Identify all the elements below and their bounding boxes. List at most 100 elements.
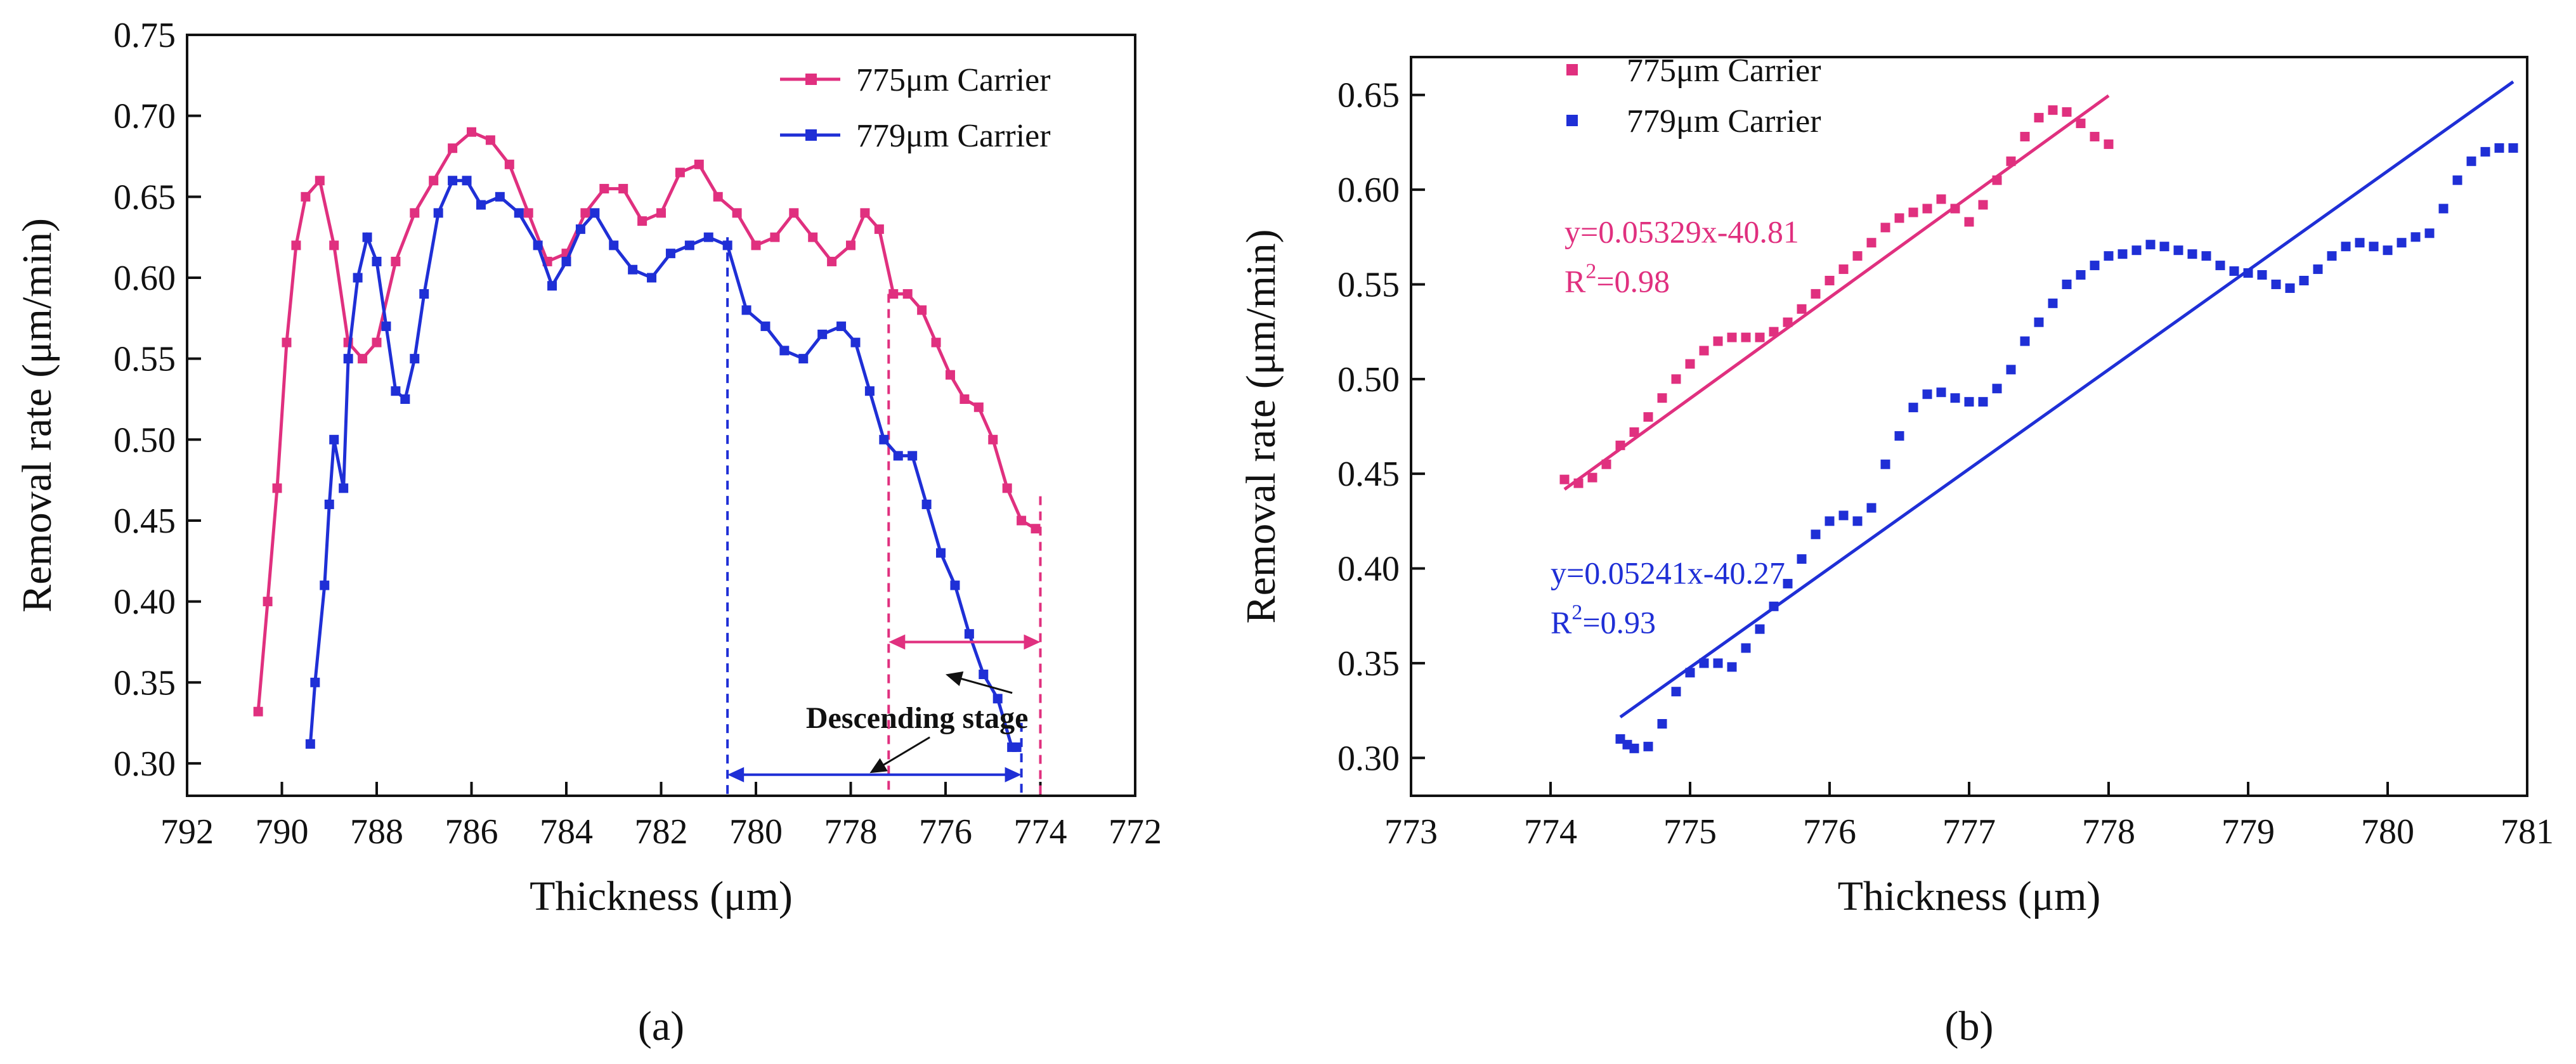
data-point: [1783, 317, 1793, 327]
data-point: [1699, 658, 1709, 668]
data-point: [874, 224, 884, 234]
data-point: [1713, 658, 1723, 668]
data-point: [1657, 718, 1667, 729]
data-point: [320, 580, 330, 590]
data-point: [1573, 478, 1584, 488]
y-axis-title: Removal rate (μm/min): [1238, 230, 1284, 624]
r2-exponent: 2: [1585, 260, 1596, 283]
data-point: [647, 273, 657, 283]
x-tick-label: 778: [2082, 812, 2135, 852]
data-point: [1880, 459, 1890, 469]
data-point: [988, 434, 998, 444]
data-point: [372, 337, 382, 347]
data-point: [798, 354, 809, 364]
data-point: [1964, 217, 1974, 227]
data-point: [580, 208, 590, 218]
data-point: [504, 159, 514, 169]
x-tick-label: 772: [1109, 812, 1162, 852]
y-tick-label: 0.35: [1337, 644, 1400, 684]
data-point: [1866, 503, 1877, 513]
data-point: [533, 240, 543, 250]
data-point: [618, 184, 628, 194]
plot-frame: [1410, 56, 2528, 797]
data-point: [329, 240, 339, 250]
data-point: [1713, 336, 1723, 346]
panel-label: (a): [638, 1003, 684, 1049]
data-point: [1866, 238, 1877, 248]
data-point: [1643, 412, 1653, 422]
data-point: [817, 329, 828, 339]
data-point: [2201, 251, 2211, 261]
panel-label: (b): [1945, 1003, 1994, 1049]
data-point: [2104, 251, 2114, 261]
data-point: [419, 289, 429, 299]
x-axis-title: Thickness (μm): [1838, 873, 2101, 919]
range-arrow-head: [727, 767, 745, 782]
data-point: [2369, 242, 2379, 252]
data-point: [2117, 249, 2128, 259]
data-point: [2341, 242, 2351, 252]
data-point: [410, 208, 420, 218]
x-tick-label: 790: [256, 812, 309, 852]
data-point: [339, 483, 349, 493]
data-point: [429, 176, 439, 186]
x-tick-label: 775: [1663, 812, 1717, 852]
data-point: [2508, 143, 2518, 153]
data-point: [907, 451, 918, 461]
r2-exponent: 2: [1571, 600, 1582, 624]
x-tick-label: 781: [2501, 812, 2554, 852]
data-point: [305, 739, 315, 749]
y-tick-label: 0.70: [114, 97, 176, 136]
data-point: [1825, 275, 1835, 285]
data-point: [410, 354, 420, 364]
legend-marker: [1566, 115, 1578, 126]
r2-value: =0.98: [1596, 264, 1670, 299]
data-point: [310, 677, 320, 687]
data-point: [1880, 223, 1890, 233]
data-point: [760, 321, 771, 332]
y-tick-label: 0.65: [114, 178, 176, 217]
data-point: [1769, 327, 1779, 337]
data-point: [850, 337, 861, 347]
y-tick-label: 0.60: [114, 259, 176, 298]
data-point: [675, 167, 685, 178]
data-point: [713, 191, 723, 202]
legend-label: 775μm Carrier: [856, 62, 1051, 98]
y-tick-label: 0.55: [114, 340, 176, 379]
data-point: [684, 240, 694, 250]
x-tick-label: 776: [919, 812, 972, 852]
chart-panel-b: 773 774 775 776 777 778 779 780 781 0.30 0.35 0.40 0…: [1238, 53, 2554, 1049]
x-axis-title: Thickness (μm): [530, 873, 793, 919]
data-point: [1894, 431, 1904, 441]
x-tick-label: 786: [445, 812, 498, 852]
series-line: [308, 179, 1017, 749]
data-point: [964, 629, 974, 639]
data-point: [2104, 139, 2114, 149]
data-point: [1852, 516, 1863, 526]
data-point: [1852, 251, 1863, 261]
data-point: [992, 694, 1003, 704]
data-point: [547, 281, 557, 291]
data-point: [2215, 261, 2225, 271]
data-point: [2034, 317, 2044, 327]
data-point: [2271, 279, 2281, 289]
data-point: [329, 434, 339, 444]
y-tick-label: 0.50: [114, 420, 176, 460]
data-point: [1657, 393, 1667, 403]
x-tick-label: 778: [824, 812, 878, 852]
legend-label: 779μm Carrier: [1627, 103, 1821, 139]
data-point: [1685, 668, 1695, 678]
y-tick-label: 0.35: [114, 663, 176, 703]
data-point: [315, 176, 325, 186]
data-point: [282, 337, 292, 347]
data-point: [827, 256, 837, 266]
legend-label: 775μm Carrier: [1627, 53, 1821, 89]
y-tick-label: 0.60: [1337, 171, 1400, 210]
data-point: [860, 208, 870, 218]
data-point: [381, 321, 391, 332]
data-point: [902, 289, 913, 299]
data-point: [1992, 384, 2002, 394]
fit-r-squared: R2=0.93: [1551, 600, 1656, 640]
data-point: [1671, 687, 1681, 697]
x-tick-label: 788: [350, 812, 403, 852]
